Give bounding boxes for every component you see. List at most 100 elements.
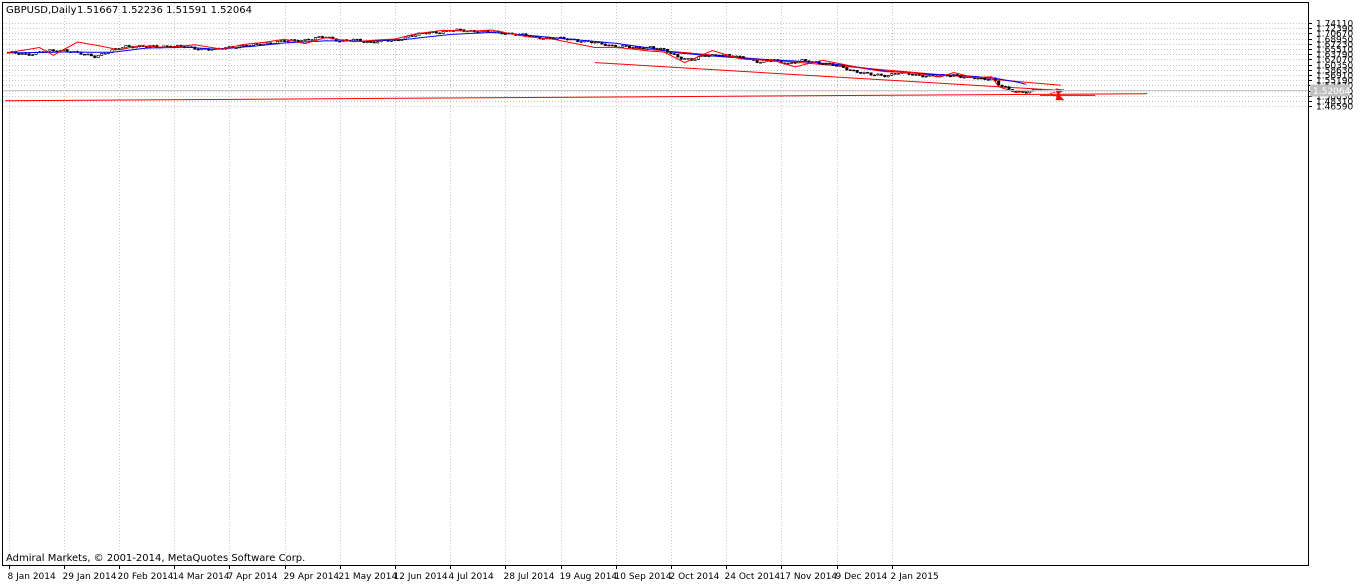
time-tick-label: 24 Oct 2014 (725, 572, 781, 582)
candle (603, 43, 607, 47)
candle (859, 71, 863, 74)
candle (1004, 85, 1008, 88)
candle-body (890, 73, 894, 76)
candle (997, 80, 1001, 86)
candle-body (948, 75, 952, 78)
candle-body (86, 53, 90, 56)
candle-body (738, 55, 742, 58)
candle-body (255, 43, 259, 45)
candle-body (855, 70, 859, 73)
candle-body (1004, 86, 1008, 88)
candle-body (441, 31, 445, 34)
candle-body (621, 45, 625, 48)
time-tick-label: 19 Aug 2014 (560, 572, 618, 582)
candle (1024, 92, 1028, 94)
price-tick-label: 1.74110 (1316, 20, 1353, 30)
price-tick-label: 1.46590 (1316, 103, 1353, 113)
time-tick-label: 4 Jul 2014 (449, 572, 494, 582)
price-tick-label: 1.60350 (1316, 62, 1353, 72)
candle-body (245, 45, 249, 47)
candle-body (910, 74, 914, 76)
candle-body (458, 28, 462, 31)
candle (790, 61, 794, 64)
candle (86, 53, 90, 56)
candle (1000, 84, 1004, 88)
candle-body (1007, 86, 1011, 90)
candle-body (662, 48, 666, 50)
candle-body (369, 41, 373, 43)
candle (855, 69, 859, 74)
candle (82, 53, 86, 56)
candle (786, 62, 790, 65)
candle-body (17, 52, 21, 55)
candle (862, 71, 866, 75)
trendline-layer[interactable] (5, 47, 1148, 102)
time-tick-label: 2 Jan 2015 (891, 572, 939, 582)
candle (621, 44, 625, 48)
candle (365, 41, 369, 44)
time-tick-label: 14 Mar 2014 (173, 572, 230, 582)
candle (414, 34, 418, 37)
candle-body (579, 41, 583, 43)
candle (910, 73, 914, 76)
candle (31, 54, 35, 57)
candle-body (762, 60, 766, 63)
candle (410, 34, 414, 37)
candle (93, 55, 97, 59)
candle-body (93, 55, 97, 58)
candle (127, 44, 131, 48)
candle (921, 74, 925, 78)
candle (303, 38, 307, 42)
candle-body (1024, 92, 1028, 94)
candle (672, 53, 676, 55)
candle (20, 53, 24, 55)
candle-body (976, 77, 980, 80)
candle (676, 53, 680, 58)
candle-body (914, 74, 918, 76)
candle (886, 74, 890, 78)
price-tick-label: 1.67230 (1316, 41, 1353, 51)
candle (579, 40, 583, 43)
candle (659, 47, 663, 50)
candle-body (1000, 84, 1004, 87)
candle-body (434, 31, 438, 34)
arrow-down-icon (1050, 93, 1065, 101)
time-tick-label: 29 Apr 2014 (284, 572, 340, 582)
candle-body (669, 52, 673, 54)
time-tick-label: 17 Nov 2014 (780, 572, 838, 582)
ohlc-values: 1.51667 1.52236 1.51591 1.52064 (77, 5, 252, 16)
candle-body (438, 32, 442, 35)
candle (721, 54, 725, 57)
candle-body (79, 52, 83, 55)
time-tick-label: 10 Sep 2014 (615, 572, 672, 582)
chart-title: GBPUSD,Daily (6, 5, 77, 16)
price-tick-label: 1.72390 (1316, 25, 1353, 35)
candle-body (676, 54, 680, 58)
candle (265, 42, 269, 45)
candle (89, 53, 93, 57)
candle-body (410, 35, 414, 37)
time-tick-label: 12 Jun 2014 (394, 572, 448, 582)
candle (355, 38, 359, 41)
candle (165, 45, 169, 48)
candle-body (24, 53, 28, 55)
candle (734, 55, 738, 58)
candle-body (893, 73, 897, 75)
candle-body (683, 58, 687, 60)
candle (117, 47, 121, 50)
candle (686, 57, 690, 60)
candle-body (714, 54, 718, 56)
candle-body (986, 79, 990, 81)
time-tick-label: 29 Jan 2014 (63, 572, 117, 582)
price-tick-label: 1.58630 (1316, 67, 1353, 77)
time-tick-label: 7 Apr 2014 (228, 572, 278, 582)
price-tick-label: 1.65510 (1316, 46, 1353, 56)
candle (27, 53, 31, 56)
candle (372, 41, 376, 44)
candle (279, 40, 283, 42)
candle-body (607, 44, 611, 47)
candle (96, 55, 100, 59)
